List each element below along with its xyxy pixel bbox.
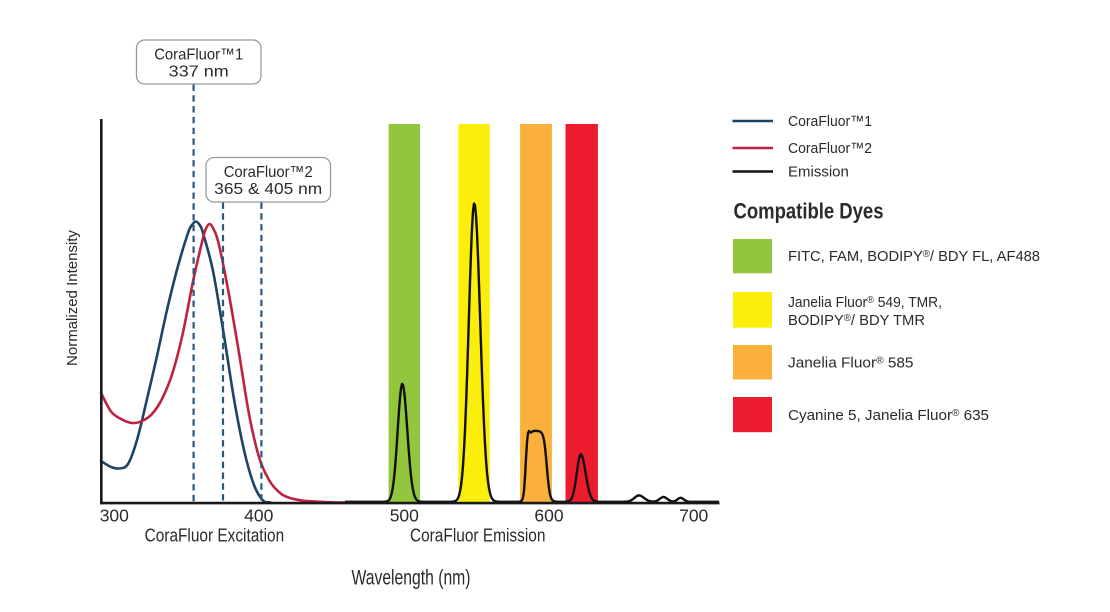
svg-text:600: 600: [534, 506, 563, 526]
svg-text:Janelia Fluor® 549, TMR,: Janelia Fluor® 549, TMR,: [788, 294, 942, 311]
svg-text:CoraFluor™1: CoraFluor™1: [154, 47, 243, 64]
svg-text:Cyanine 5, Janelia Fluor® 635: Cyanine 5, Janelia Fluor® 635: [788, 407, 989, 424]
svg-text:CoraFluor Excitation: CoraFluor Excitation: [145, 526, 285, 546]
svg-text:Wavelength (nm): Wavelength (nm): [352, 567, 471, 590]
svg-text:Janelia Fluor® 585: Janelia Fluor® 585: [788, 355, 914, 372]
svg-text:365 & 405 nm: 365 & 405 nm: [214, 181, 322, 198]
svg-text:CoraFluor™2: CoraFluor™2: [224, 164, 313, 181]
svg-text:Emission: Emission: [788, 164, 849, 181]
svg-text:CoraFluor™2: CoraFluor™2: [788, 140, 872, 157]
svg-text:700: 700: [679, 506, 708, 526]
svg-text:Compatible Dyes: Compatible Dyes: [734, 199, 884, 224]
svg-text:300: 300: [100, 506, 129, 526]
svg-text:CoraFluor™1: CoraFluor™1: [788, 113, 872, 130]
svg-text:BODIPY®/ BDY TMR: BODIPY®/ BDY TMR: [788, 312, 925, 329]
svg-text:400: 400: [244, 506, 273, 526]
svg-text:Normalized Intensity: Normalized Intensity: [64, 230, 81, 366]
svg-text:FITC, FAM, BODIPY®/ BDY FL, AF: FITC, FAM, BODIPY®/ BDY FL, AF488: [788, 248, 1040, 265]
svg-text:CoraFluor Emission: CoraFluor Emission: [410, 526, 546, 546]
svg-text:337 nm: 337 nm: [169, 64, 229, 81]
svg-text:500: 500: [390, 506, 419, 526]
